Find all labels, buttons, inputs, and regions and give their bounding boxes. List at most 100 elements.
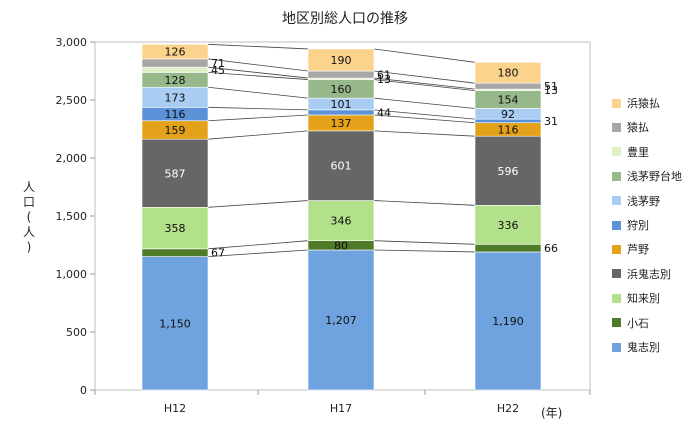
series-connector-line bbox=[207, 240, 309, 250]
y-axis-label: 人 口 ( 人 ) bbox=[20, 180, 38, 255]
series-connector-line bbox=[373, 48, 476, 63]
series-connector-line bbox=[207, 58, 309, 72]
legend-swatch bbox=[612, 318, 621, 328]
x-axis-unit: (年) bbox=[541, 406, 563, 420]
data-label: 45 bbox=[211, 64, 225, 77]
bar-segment bbox=[141, 256, 209, 391]
y-tick-label: 2,500 bbox=[56, 94, 88, 107]
series-connector-line bbox=[207, 130, 309, 140]
series-connector-line bbox=[373, 249, 476, 253]
data-label: 180 bbox=[498, 67, 519, 80]
x-tick-label: H12 bbox=[164, 402, 186, 415]
data-label: 13 bbox=[544, 84, 558, 97]
data-label: 159 bbox=[165, 124, 186, 137]
legend-item: 鬼志別 bbox=[612, 340, 660, 354]
data-label: 67 bbox=[211, 247, 225, 260]
bar-segment bbox=[307, 70, 375, 79]
data-label: 173 bbox=[165, 91, 186, 104]
legend-swatch bbox=[612, 244, 621, 254]
legend-swatch bbox=[612, 220, 621, 230]
legend-swatch bbox=[612, 196, 621, 206]
y-tick-label: 3,000 bbox=[56, 36, 88, 49]
series-connector-line bbox=[207, 114, 309, 122]
bar-segment bbox=[307, 200, 375, 242]
bar-segment bbox=[141, 44, 209, 60]
y-axis-label-char: 人 bbox=[22, 225, 35, 239]
series-connector-line bbox=[373, 130, 476, 137]
legend-item: 浜猿払 bbox=[612, 96, 660, 110]
y-axis-label-char: ) bbox=[26, 240, 32, 254]
data-label: 346 bbox=[331, 215, 352, 228]
data-label: 66 bbox=[544, 242, 558, 255]
series-connector-line bbox=[373, 200, 476, 206]
data-label: 116 bbox=[498, 123, 519, 136]
legend-swatch bbox=[612, 122, 621, 132]
data-label: 61 bbox=[377, 69, 391, 82]
data-label: 116 bbox=[165, 108, 186, 121]
legend-item: 小石 bbox=[612, 316, 649, 330]
data-label: 51 bbox=[544, 80, 558, 93]
bar-segment bbox=[474, 61, 542, 84]
bar-segment bbox=[307, 48, 375, 72]
data-label: 80 bbox=[334, 239, 348, 252]
series-connector-line bbox=[207, 86, 309, 99]
legend-label: 浅茅野 bbox=[627, 194, 660, 208]
legend-swatch bbox=[612, 171, 621, 181]
data-label: 128 bbox=[165, 74, 186, 87]
bar-segment bbox=[307, 249, 375, 391]
series-connector-line bbox=[373, 70, 476, 84]
bar-segment bbox=[141, 66, 209, 73]
legend-label: 狩別 bbox=[627, 219, 649, 232]
legend-label: 浅茅野台地 bbox=[627, 170, 682, 184]
y-tick-label: 1,500 bbox=[56, 210, 88, 223]
series-connector-line bbox=[373, 79, 476, 92]
legend-label: 猿払 bbox=[627, 121, 649, 135]
series-connector-line bbox=[207, 249, 309, 257]
y-tick-label: 1,000 bbox=[56, 268, 88, 281]
series-connector-line bbox=[207, 66, 309, 79]
legend-item: 豊里 bbox=[612, 145, 649, 159]
legend-swatch bbox=[612, 98, 621, 108]
legend-label: 鬼志別 bbox=[627, 341, 660, 354]
y-axis-label-char: ( bbox=[26, 210, 32, 224]
legend-swatch bbox=[612, 342, 621, 352]
y-axis-label-char: 口 bbox=[22, 195, 35, 209]
data-label: 1,207 bbox=[325, 314, 357, 327]
legend-label: 芦野 bbox=[627, 243, 649, 257]
bar-segment bbox=[474, 205, 542, 245]
data-label: 160 bbox=[331, 83, 352, 96]
data-label: 31 bbox=[544, 115, 558, 128]
data-label: 1,150 bbox=[159, 317, 191, 330]
y-tick-label: 500 bbox=[66, 326, 87, 339]
series-connector-line bbox=[373, 97, 476, 109]
data-label: 154 bbox=[498, 94, 519, 107]
series-connector-line bbox=[207, 106, 309, 111]
data-label: 596 bbox=[498, 165, 519, 178]
legend-label: 豊里 bbox=[627, 145, 649, 159]
data-label: 101 bbox=[331, 98, 352, 111]
legend-item: 浅茅野 bbox=[612, 194, 660, 208]
legend-swatch bbox=[612, 293, 621, 303]
chart-title: 地区別総人口の推移 bbox=[282, 11, 408, 27]
legend-swatch bbox=[612, 147, 621, 157]
data-label: 587 bbox=[165, 167, 186, 180]
bar-segment bbox=[474, 82, 542, 90]
data-label: 137 bbox=[331, 117, 352, 130]
series-connector-line bbox=[373, 77, 476, 90]
legend-item: 浜鬼志別 bbox=[612, 267, 671, 281]
legend-label: 小石 bbox=[627, 316, 649, 330]
bar-segment bbox=[474, 135, 542, 206]
data-label: 126 bbox=[165, 46, 186, 59]
data-label: 44 bbox=[377, 106, 391, 119]
legend-item: 浅茅野台地 bbox=[612, 169, 682, 183]
data-label: 13 bbox=[377, 73, 391, 86]
series-connector-line bbox=[207, 43, 309, 50]
legend-item: 芦野 bbox=[612, 242, 649, 256]
x-tick-label: H22 bbox=[497, 402, 519, 415]
legend-item: 狩別 bbox=[612, 218, 649, 232]
series-connector-line bbox=[207, 200, 309, 208]
bar-segment bbox=[141, 207, 209, 250]
data-label: 92 bbox=[501, 108, 515, 121]
y-tick-label: 0 bbox=[80, 384, 87, 397]
